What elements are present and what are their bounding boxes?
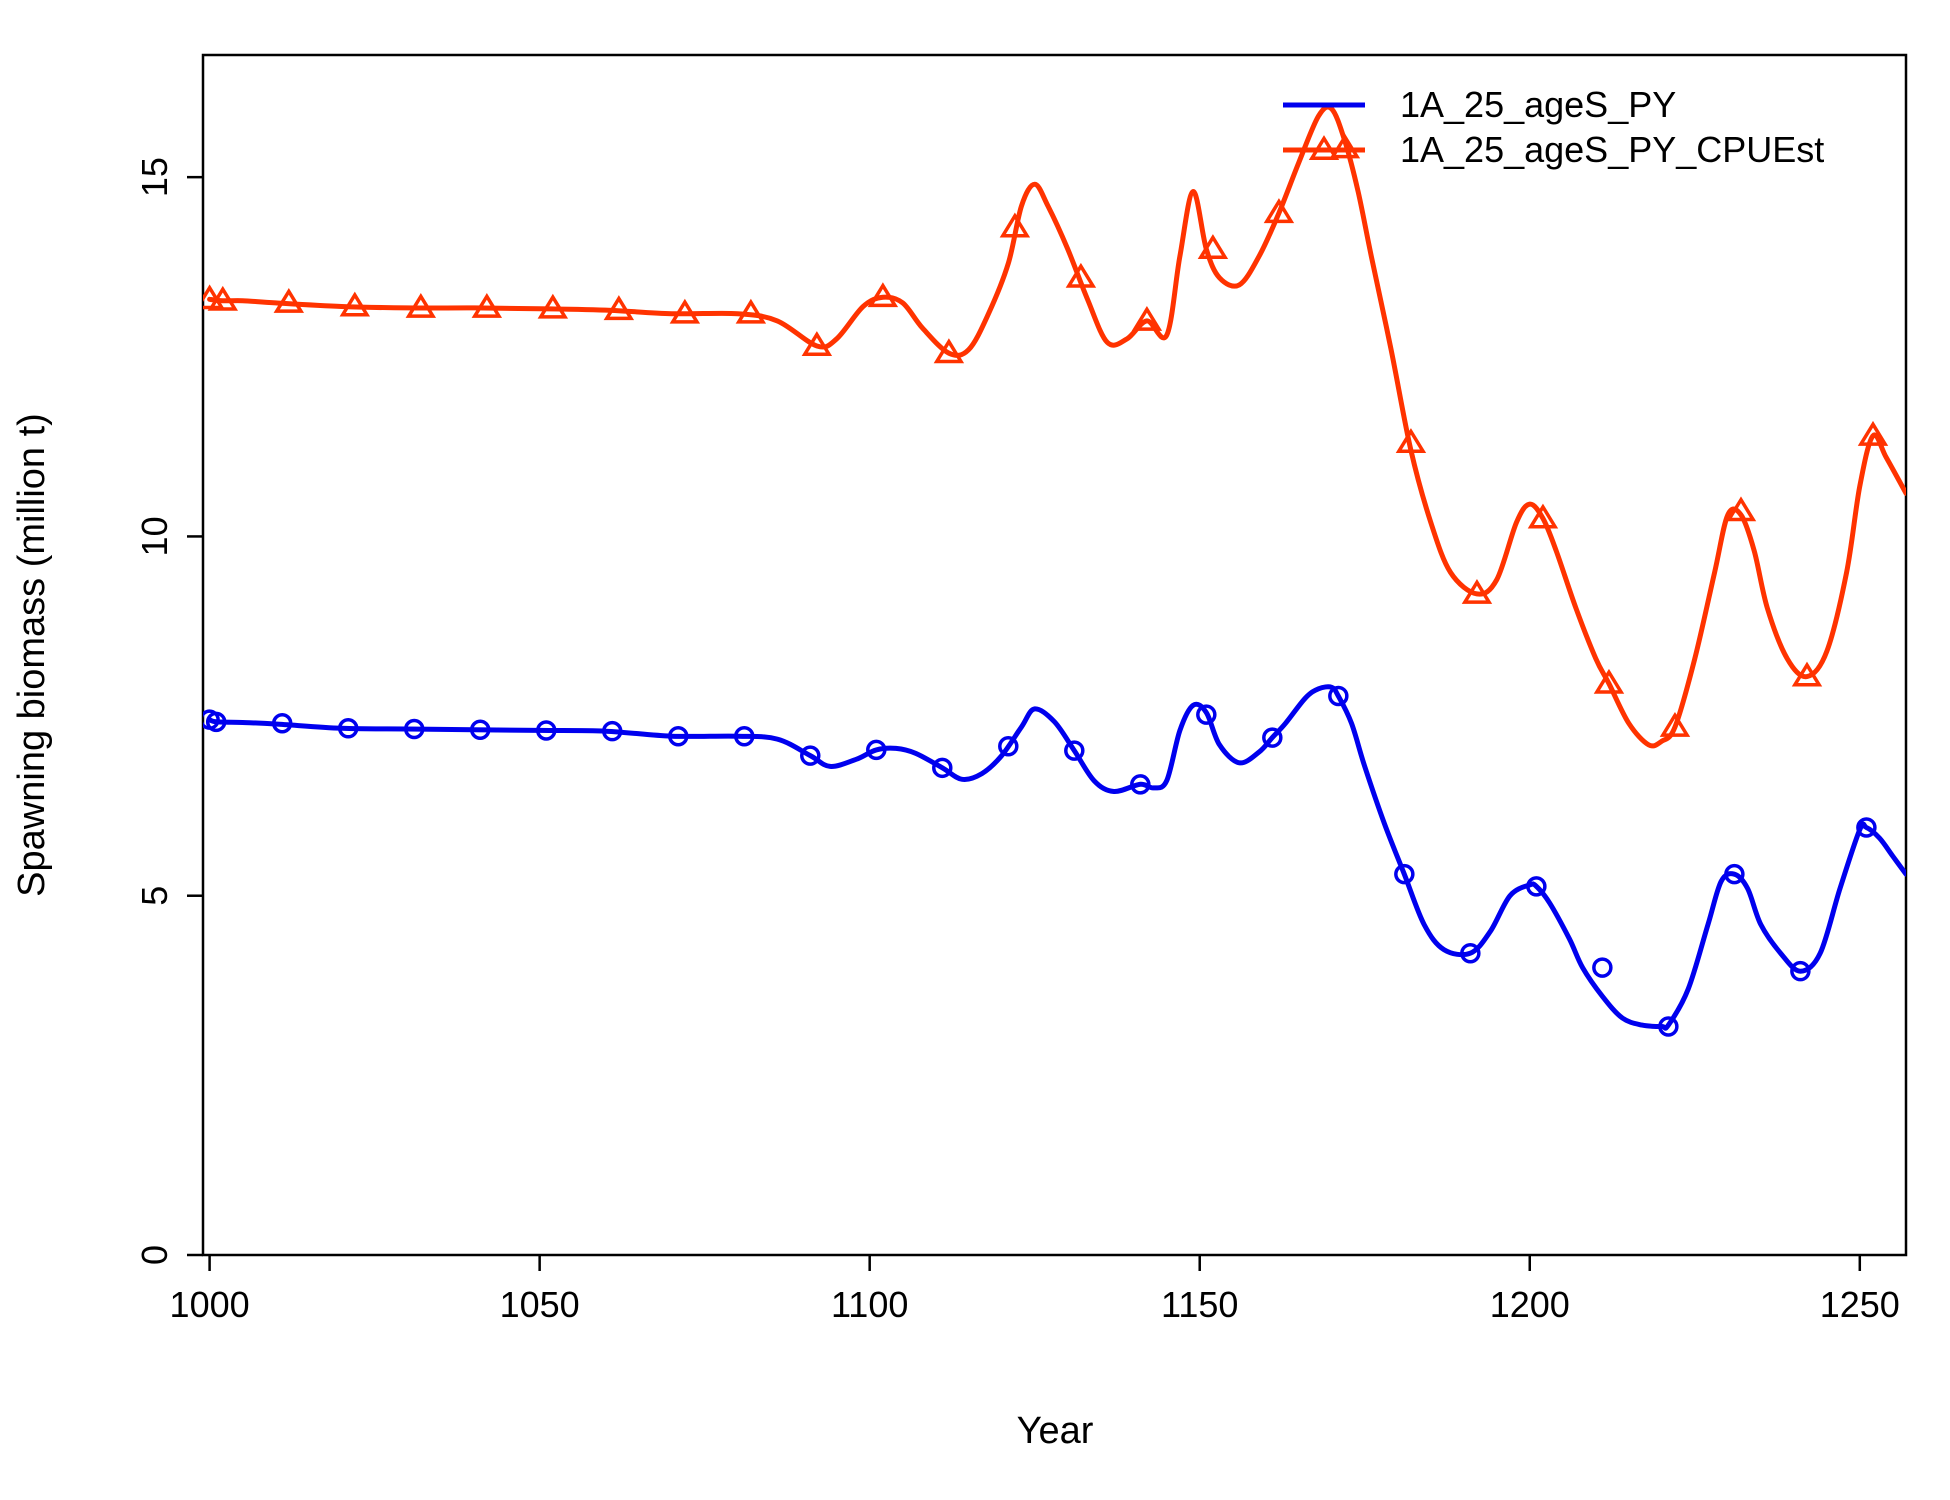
series-2 (203, 104, 1906, 749)
y-axis-title: Spawning biomass (million t) (11, 413, 53, 897)
data-point (1196, 704, 1217, 725)
x-tick-label: 1200 (1490, 1284, 1570, 1325)
data-point (339, 291, 371, 317)
x-tick-label: 1150 (1161, 1284, 1238, 1325)
series-1 (203, 684, 1906, 1037)
x-tick-label: 1100 (831, 1284, 908, 1325)
data-point (1659, 711, 1691, 737)
legend-label: 1A_25_ageS_PY (1400, 84, 1676, 125)
data-point (1328, 685, 1349, 707)
data-point (1131, 305, 1163, 331)
data-point (205, 711, 227, 733)
data-point (1857, 420, 1889, 446)
y-tick-label: 0 (134, 1245, 175, 1265)
data-point (735, 298, 767, 324)
data-point (800, 745, 821, 766)
data-point (669, 298, 701, 324)
x-tick-label: 1250 (1820, 1284, 1900, 1325)
data-point (933, 338, 965, 364)
legend-label: 1A_25_ageS_PY_CPUEst (1400, 129, 1824, 170)
data-point (866, 739, 887, 761)
x-tick-label: 1000 (170, 1284, 250, 1325)
data-point (469, 719, 491, 740)
x-axis-title: Year (1017, 1410, 1094, 1452)
data-point (471, 293, 503, 318)
data-point (1790, 960, 1811, 982)
data-point (1461, 579, 1493, 604)
data-point (1592, 957, 1613, 978)
data-point (734, 725, 755, 747)
y-tick-label: 10 (134, 516, 175, 556)
data-point (273, 287, 305, 313)
data-point (1791, 661, 1823, 687)
data-point (1460, 942, 1481, 964)
data-point (603, 295, 635, 321)
data-point (867, 282, 899, 308)
data-point (1263, 198, 1295, 224)
data-point (1527, 503, 1559, 529)
data-point (932, 757, 953, 779)
y-tick-label: 15 (134, 157, 175, 197)
data-point (801, 331, 833, 357)
x-tick-label: 1050 (500, 1284, 580, 1325)
data-point (1526, 876, 1547, 897)
x-axis: 1000 1050 1100 1150 1200 1250 (170, 1255, 1900, 1325)
data-point (1329, 133, 1361, 159)
data-point (1395, 428, 1427, 454)
data-point (1593, 668, 1625, 694)
data-point (668, 725, 689, 747)
data-point (1856, 817, 1877, 838)
data-point (1065, 262, 1097, 288)
y-tick-label: 5 (134, 886, 175, 906)
data-point (1130, 774, 1151, 795)
data-point (271, 713, 293, 734)
data-point (1064, 740, 1085, 761)
data-point (1658, 1016, 1679, 1037)
data-point (403, 718, 425, 740)
series-layer (203, 104, 1906, 1037)
y-axis: 0 5 10 15 (134, 157, 203, 1265)
data-point (999, 212, 1031, 238)
data-point (537, 293, 569, 319)
data-point (535, 720, 557, 741)
plot-frame (201, 53, 1908, 1257)
data-point (998, 736, 1019, 757)
data-point (1724, 863, 1745, 885)
legend-marker (1308, 135, 1340, 160)
data-point (207, 285, 239, 311)
data-point (1262, 727, 1283, 748)
series-line (207, 104, 1906, 749)
data-point (1725, 496, 1757, 522)
data-point (405, 293, 437, 318)
data-point (601, 720, 623, 742)
data-point (337, 718, 359, 739)
data-point (1394, 863, 1415, 885)
data-point (1197, 234, 1229, 260)
series-line (207, 684, 1906, 1031)
